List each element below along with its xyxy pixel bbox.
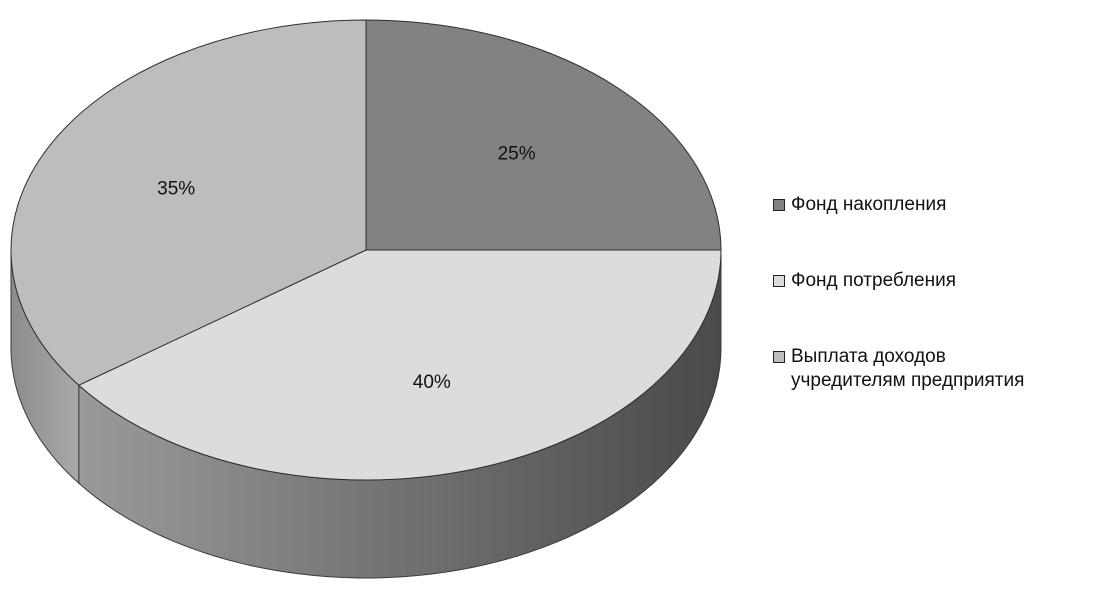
legend-swatch-0 [773,199,785,211]
legend-item-0: Фонд накопления [773,193,1103,217]
legend-label-1: Фонд потребления [791,270,957,291]
pie-slice-1 [77,249,722,481]
legend-swatch-2 [773,351,785,363]
legend-item-1: Фонд потребления [773,269,1103,293]
pie-slice-0 [365,19,722,251]
legend-item-2: Выплата доходов учредителям предприятия [773,345,1103,393]
legend: Фонд накопления Фонд потребления Выплата… [773,193,1103,393]
legend-label-2: Выплата доходов учредителям предприятия [791,346,1025,391]
pie-slice-2 [10,19,367,386]
data-label-2: 35% [157,178,195,199]
data-label-0: 25% [498,143,536,164]
data-label-1: 40% [413,372,451,393]
legend-swatch-1 [773,275,785,287]
legend-label-0: Фонд накопления [791,194,947,215]
